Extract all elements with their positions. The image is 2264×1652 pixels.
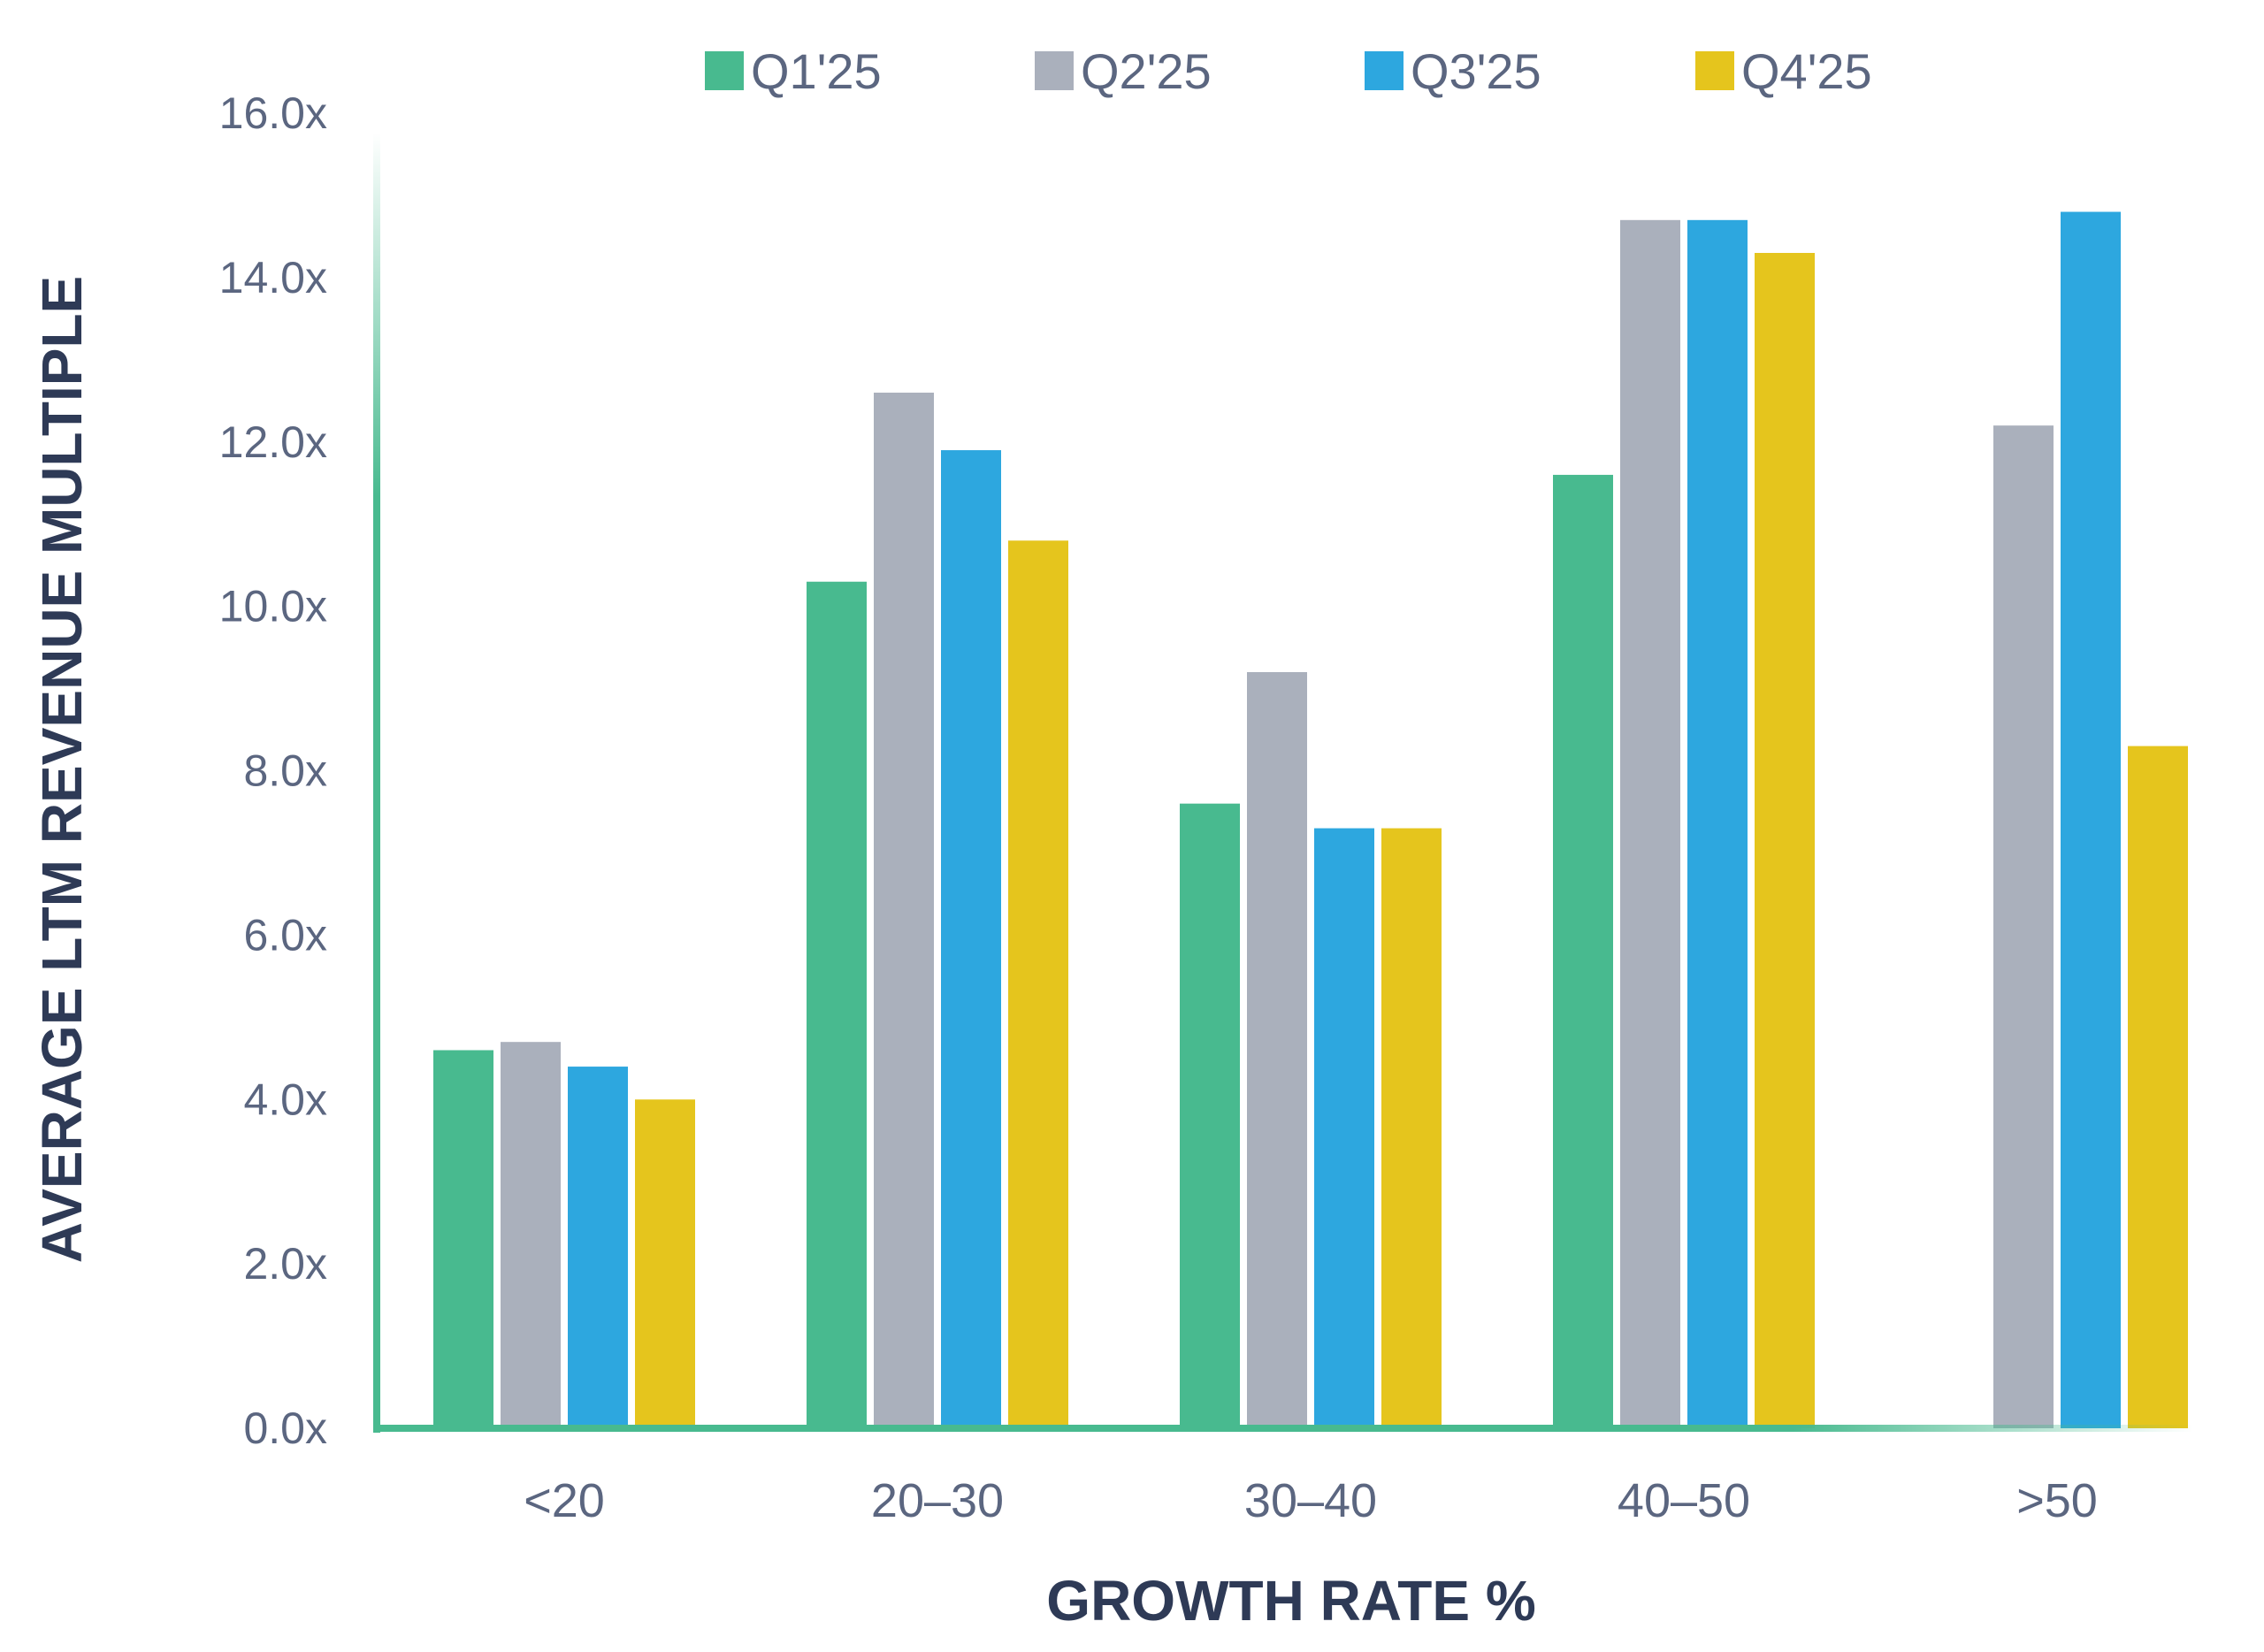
y-tick-label: 16.0x	[219, 88, 327, 138]
bar-group	[807, 392, 1068, 1429]
legend-label: Q4'25	[1741, 43, 1872, 99]
y-axis-line	[373, 133, 380, 1433]
legend-item: Q4'25	[1695, 43, 1872, 99]
bar	[433, 1050, 493, 1428]
bar	[1620, 219, 1680, 1429]
bar-group	[433, 1042, 695, 1428]
y-tick-label: 8.0x	[243, 746, 327, 796]
y-axis-ticks: 0.0x 2.0x 4.0x 6.0x 8.0x 10.0x 12.0x 14.0x 16.0x	[219, 88, 327, 1453]
bar	[1247, 671, 1307, 1428]
y-tick-label: 0.0x	[243, 1403, 327, 1453]
x-category-label: 20–30	[871, 1474, 1004, 1527]
y-tick-label: 10.0x	[219, 582, 327, 631]
bar	[1687, 219, 1748, 1429]
y-tick-label: 4.0x	[243, 1075, 327, 1124]
x-category-label: 40–50	[1618, 1474, 1750, 1527]
x-axis-line	[373, 1425, 2193, 1432]
legend-label: Q3'25	[1411, 43, 1541, 99]
x-category-label: >50	[2016, 1474, 2098, 1527]
legend-label: Q2'25	[1081, 43, 1212, 99]
bar	[1180, 803, 1240, 1428]
legend-swatch	[1365, 51, 1404, 90]
legend-label: Q1'25	[751, 43, 882, 99]
bar	[2128, 746, 2188, 1428]
y-tick-label: 14.0x	[219, 253, 327, 302]
bar-group	[1180, 671, 1442, 1428]
bar	[1755, 252, 1815, 1428]
bar	[1314, 828, 1374, 1428]
x-category-label: <20	[524, 1474, 605, 1527]
bar	[2061, 211, 2121, 1428]
bar	[1381, 828, 1442, 1428]
legend: Q1'25 Q2'25 Q3'25 Q4'25	[705, 43, 1872, 99]
y-tick-label: 2.0x	[243, 1239, 327, 1289]
bar	[635, 1099, 695, 1428]
legend-item: Q3'25	[1365, 43, 1541, 99]
x-axis-title: GROWTH RATE %	[1046, 1569, 1535, 1633]
bar	[807, 581, 867, 1428]
y-axis-title: AVERAGE LTM REVENUE MULTIPLE	[30, 276, 94, 1263]
x-axis-category-labels: <20 20–30 30–40 40–50 >50	[524, 1474, 2098, 1527]
legend-item: Q2'25	[1035, 43, 1212, 99]
legend-swatch	[1695, 51, 1734, 90]
bar-group	[1993, 211, 2188, 1429]
bar	[501, 1042, 561, 1428]
y-tick-label: 12.0x	[219, 417, 327, 467]
bar	[568, 1067, 628, 1428]
y-tick-label: 6.0x	[243, 910, 327, 960]
bar	[941, 450, 1001, 1429]
legend-swatch	[1035, 51, 1074, 90]
legend-swatch	[705, 51, 744, 90]
axes	[373, 133, 2193, 1433]
legend-item: Q1'25	[705, 43, 882, 99]
bar-group	[1553, 219, 1815, 1429]
bar	[1553, 474, 1613, 1428]
x-category-label: 30–40	[1244, 1474, 1377, 1527]
bar	[1008, 540, 1068, 1428]
bars	[433, 211, 2188, 1429]
bar	[1993, 425, 2054, 1429]
bar	[874, 392, 934, 1428]
